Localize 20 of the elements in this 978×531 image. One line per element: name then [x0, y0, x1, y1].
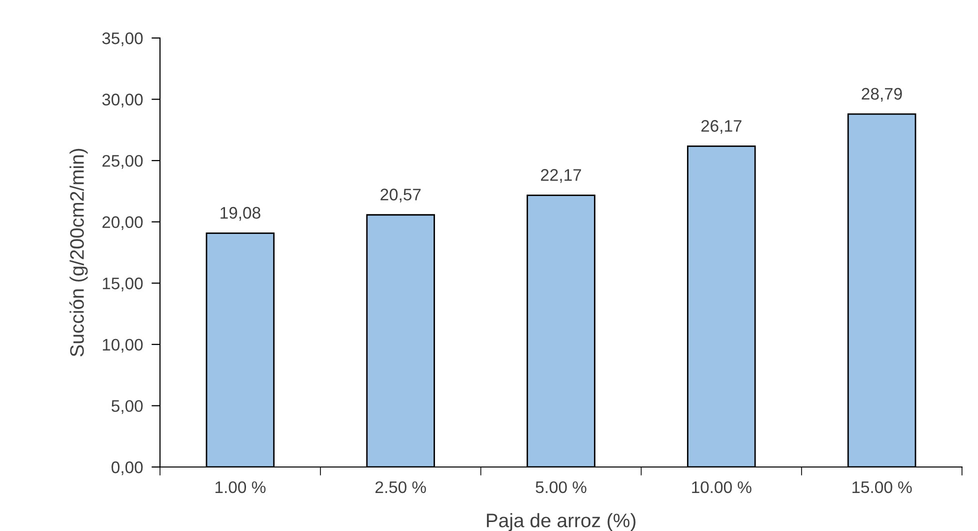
y-axis-title: Succión (g/200cm2/min): [69, 148, 88, 356]
x-tick-label: 10.00 %: [692, 481, 752, 494]
y-tick-label: 20,00: [102, 216, 143, 230]
y-tick-label: 35,00: [102, 32, 143, 46]
data-label: 28,79: [862, 88, 902, 102]
x-tick-label: 15.00 %: [852, 481, 912, 494]
x-tick-label: 5.00 %: [536, 481, 586, 494]
y-tick-label: 25,00: [102, 154, 143, 169]
x-tick-label: 1.00 %: [216, 481, 266, 494]
data-label: 20,57: [380, 188, 421, 202]
data-label: 19,08: [220, 206, 260, 221]
data-label: 26,17: [701, 120, 742, 134]
y-tick-label: 30,00: [102, 94, 143, 108]
y-tick-label: 15,00: [102, 278, 143, 292]
y-tick-label: 0,00: [112, 461, 143, 476]
x-tick-label: 2.50 %: [375, 481, 426, 494]
y-tick-label: 5,00: [112, 400, 143, 414]
x-axis-title: Paja de arroz (%): [486, 513, 636, 531]
data-label: 22,17: [540, 169, 582, 183]
y-tick-label: 10,00: [102, 338, 143, 353]
